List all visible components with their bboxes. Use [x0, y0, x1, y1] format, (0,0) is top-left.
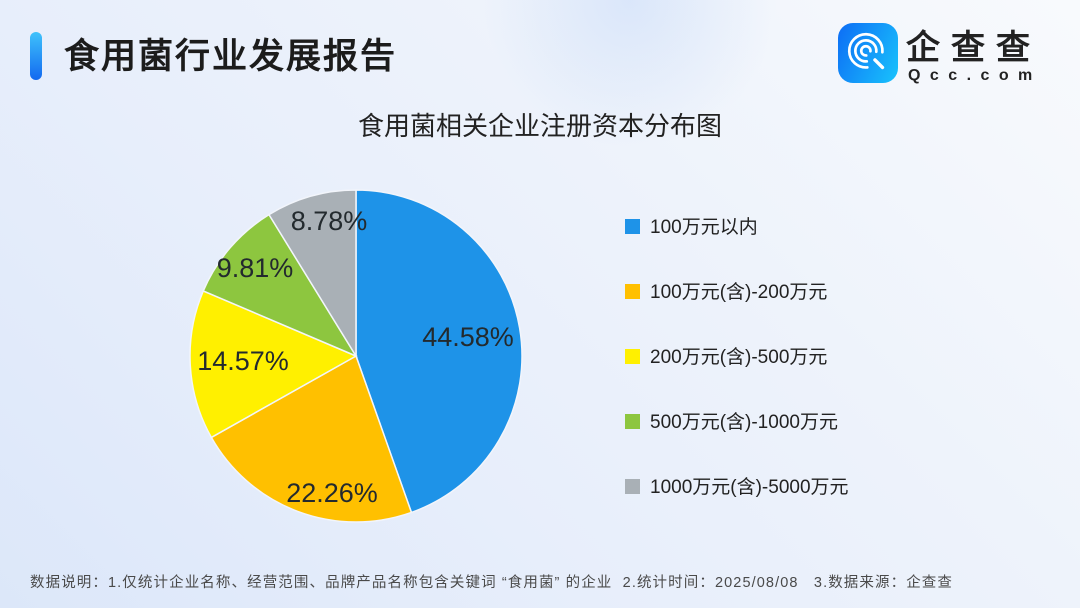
svg-text:9.81%: 9.81% [217, 253, 294, 283]
svg-text:22.26%: 22.26% [286, 478, 378, 508]
svg-text:44.58%: 44.58% [422, 322, 514, 352]
svg-text:8.78%: 8.78% [291, 206, 368, 236]
svg-text:14.57%: 14.57% [197, 346, 289, 376]
